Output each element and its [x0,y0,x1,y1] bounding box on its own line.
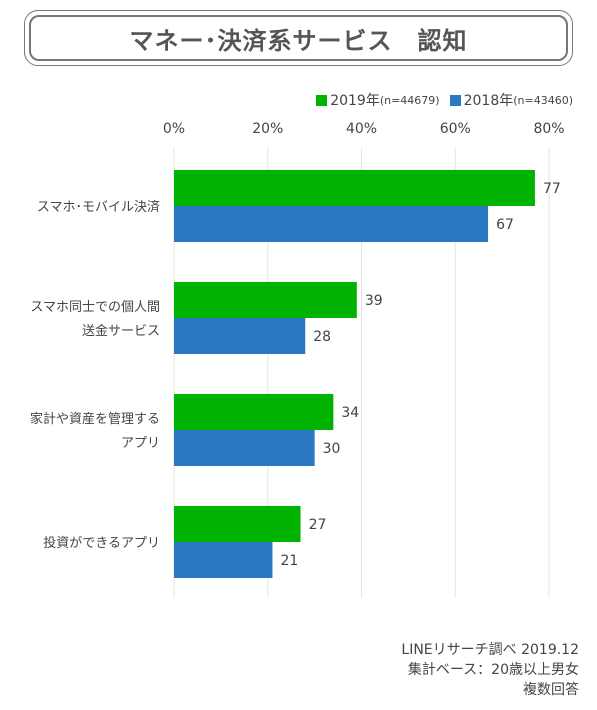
bar-2019年-0 [174,170,535,206]
category-label: アプリ [121,436,160,451]
data-label: 39 [365,293,383,309]
legend-n-2018: (n=43460) [513,93,573,107]
legend-swatch-2019 [316,94,328,106]
data-label: 28 [313,329,331,345]
legend-label-2018: 2018年 [463,93,514,109]
data-label: 34 [341,405,359,421]
footer-answer-type: 複数回答 [523,682,579,698]
bar-2019年-2 [174,394,334,430]
x-tick-label: 40% [346,121,377,137]
category-label: 家計や資産を管理する [30,411,160,427]
category-label: スマホ同士での個人間 [30,300,160,315]
bar-2019年-3 [174,506,301,542]
x-tick-label: 0% [163,121,185,137]
legend-n-2019: (n=44679) [379,93,440,107]
bar-2018年-0 [174,206,489,242]
legend-label-2019: 2019年 [330,93,380,109]
x-tick-label: 80% [533,121,564,137]
legend-item-2019: 2019年 (n=44679) [316,90,440,110]
bar-2019年-1 [174,282,357,318]
data-label: 30 [323,441,341,457]
x-tick-label: 20% [252,121,283,137]
footer-notes: LINEリサーチ調べ 2019.12 集計ベース：20歳以上男女 複数回答 [401,640,579,700]
bar-2018年-1 [174,318,306,354]
x-tick-label: 60% [440,121,471,137]
data-label: 21 [280,553,298,569]
chart-title: マネー･決済系サービス 認知 [29,15,568,61]
category-label: 送金サービス [82,323,160,339]
legend: 2019年 (n=44679) 2018年 (n=43460) [306,90,573,110]
category-label: 投資ができるアプリ [43,535,160,551]
title-box: マネー･決済系サービス 認知 [24,10,573,66]
footer-base: 集計ベース：20歳以上男女 [407,662,579,678]
bar-2018年-2 [174,430,315,466]
data-label: 67 [496,217,514,233]
data-label: 27 [309,517,327,533]
legend-swatch-2018 [449,94,461,106]
bar-2018年-3 [174,542,273,578]
data-label: 77 [543,181,561,197]
footer-source: LINEリサーチ調べ 2019.12 [401,642,579,658]
category-label: スマホ･モバイル決済 [37,199,160,215]
legend-item-2018: 2018年 (n=43460) [449,90,573,110]
